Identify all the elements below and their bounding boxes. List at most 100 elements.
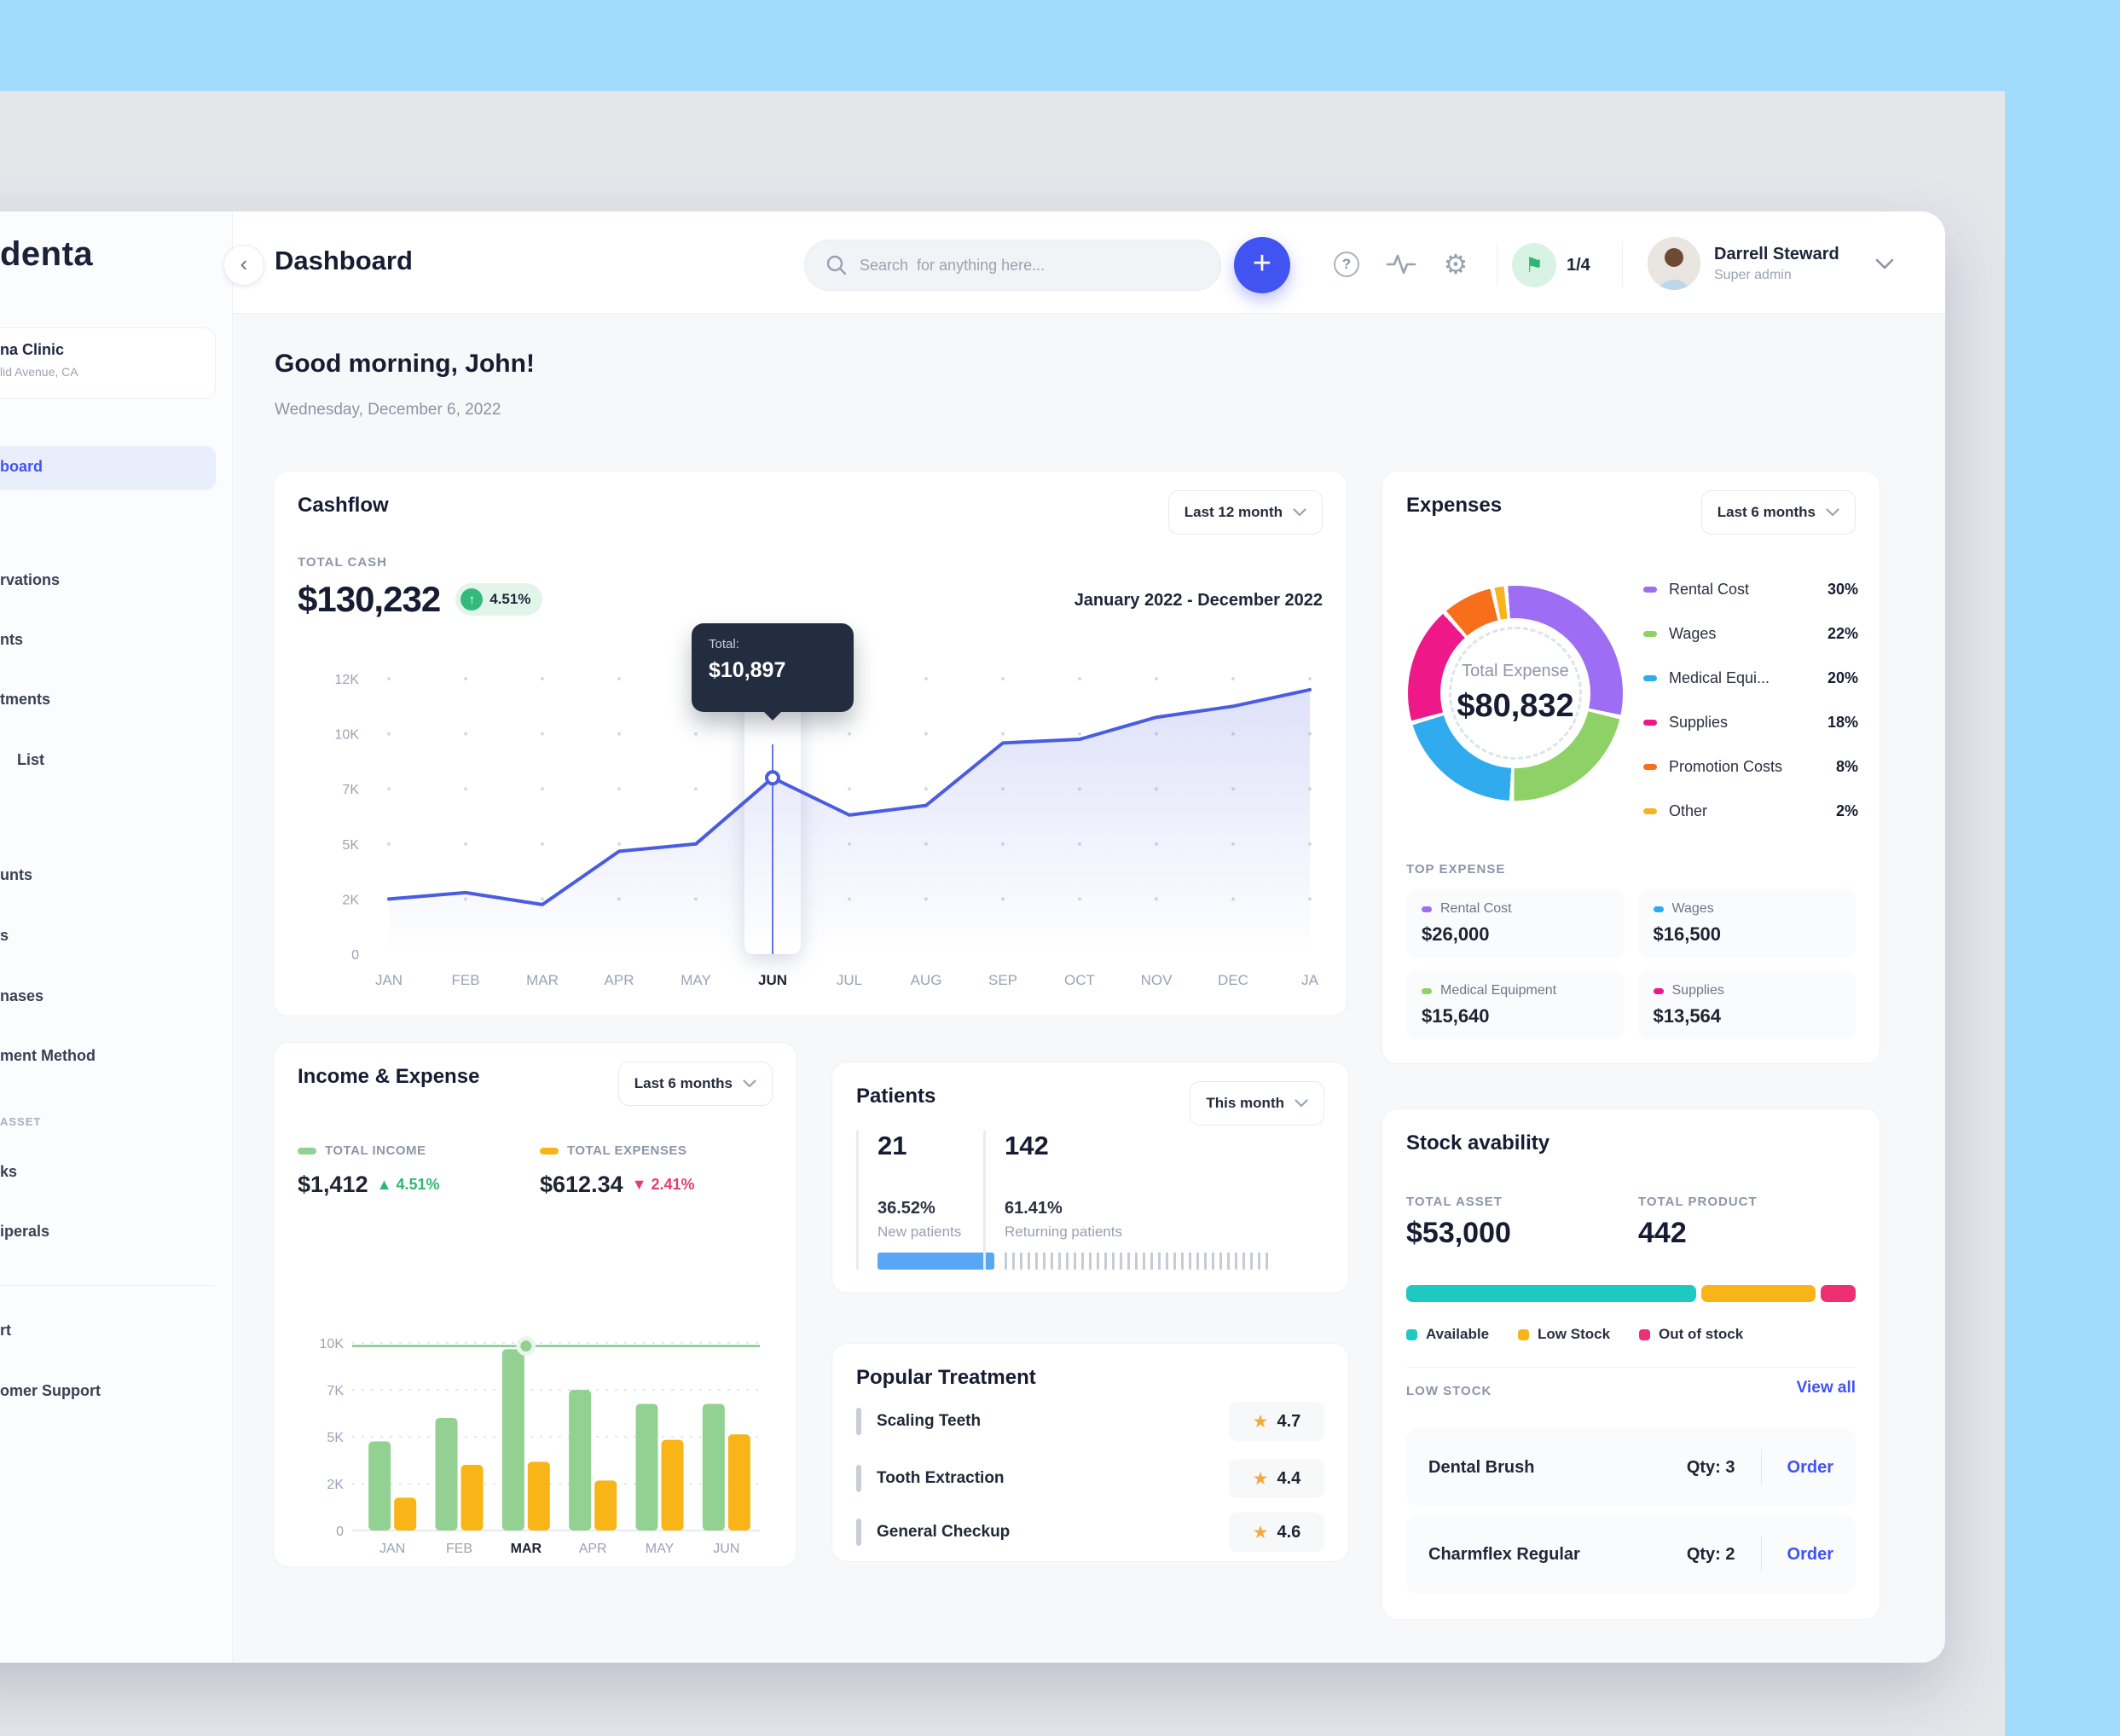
plus-icon: +	[1252, 245, 1272, 281]
row-marker	[856, 1408, 861, 1435]
new-patients-stat: 21 36.52% New patients	[856, 1131, 994, 1270]
sidebar-item-treatments[interactable]: tments	[0, 691, 51, 708]
treatment-row: Scaling Teeth ★ 4.7	[856, 1400, 1324, 1443]
sidebar-item-purchases[interactable]: nases	[0, 987, 44, 1004]
treatment-row: General Checkup ★ 4.6	[856, 1511, 1324, 1554]
chevron-down-icon	[1875, 258, 1894, 269]
pulse-icon	[1386, 252, 1416, 277]
sidebar-item-accounts[interactable]: unts	[0, 866, 32, 883]
svg-text:JAN: JAN	[379, 1542, 405, 1556]
svg-text:5K: 5K	[327, 1431, 344, 1445]
income-period-dropdown[interactable]: Last 6 months	[617, 1062, 773, 1106]
svg-text:MAY: MAY	[646, 1542, 675, 1556]
sidebar-item-peripherals[interactable]: iperals	[0, 1223, 50, 1240]
low-stock-row: Charmflex Regular Qty: 2 Order	[1406, 1515, 1856, 1594]
clinic-selector[interactable]	[0, 327, 216, 399]
order-button[interactable]: Order	[1787, 1457, 1833, 1477]
expense-delta: 2.41%	[651, 1176, 695, 1193]
back-button[interactable]: ‹	[223, 245, 264, 286]
svg-text:10K: 10K	[335, 728, 360, 743]
popular-treatment-card: Popular Treatment Scaling Teeth ★ 4.7 Too…	[831, 1343, 1349, 1562]
sidebar-item-label: board	[0, 458, 43, 475]
product-qty: Qty: 3	[1686, 1457, 1735, 1477]
sidebar-section-asset: ASSET	[0, 1115, 42, 1128]
svg-text:APR: APR	[579, 1542, 607, 1556]
low-stock-row: Dental Brush Qty: 3 Order	[1406, 1428, 1856, 1507]
low-stock-label: LOW STOCK	[1406, 1384, 1492, 1398]
legend-label: Rental Cost	[1669, 580, 1750, 598]
expense-tile: Rental Cost $26,000	[1406, 889, 1625, 958]
patients-period-dropdown[interactable]: This month	[1190, 1081, 1324, 1126]
legend-label: Promotion Costs	[1669, 757, 1783, 775]
legend-label: Available	[1426, 1326, 1490, 1342]
sidebar-item-sales[interactable]: s	[0, 927, 9, 944]
tooltip-value: $10,897	[709, 658, 786, 682]
cashflow-chart: 0 2K 5K 7K 10K 12K JAN FEB MAR APR MAY JUN JUL AUG SEP…	[308, 642, 1331, 1000]
settings-button[interactable]: ⚙	[1440, 249, 1471, 280]
top-expense-tiles: Rental Cost $26,000 Wages $16,500 Medical …	[1406, 889, 1856, 1039]
svg-text:OCT: OCT	[1064, 972, 1095, 988]
sidebar-item-report[interactable]: rt	[0, 1322, 11, 1339]
svg-text:JUN: JUN	[758, 972, 787, 988]
sidebar-item-patients[interactable]: nts	[0, 631, 23, 648]
total-cash-value: $130,232	[298, 579, 441, 619]
order-button[interactable]: Order	[1787, 1544, 1833, 1564]
svg-text:2K: 2K	[342, 893, 359, 907]
row-divider	[1760, 1450, 1762, 1485]
chevron-down-icon	[743, 1079, 756, 1088]
treatment-name: Tooth Extraction	[877, 1469, 1005, 1487]
tile-value: $13,564	[1653, 1005, 1722, 1027]
add-button[interactable]: +	[1234, 237, 1290, 293]
sidebar-item-dashboard[interactable]: board	[0, 446, 216, 490]
expenses-legend: Rental Cost 30% Wages 22% Medical Equi... 2…	[1643, 567, 1858, 833]
total-expense-label: Total Expense	[1462, 662, 1569, 680]
rating-value: 4.6	[1277, 1522, 1301, 1542]
sidebar-item-stocks[interactable]: ks	[0, 1163, 18, 1180]
search-input[interactable]	[860, 256, 1200, 275]
search-bar[interactable]	[804, 240, 1221, 291]
dropdown-value: Last 6 months	[634, 1075, 733, 1091]
sidebar-item-staff-list[interactable]: List	[17, 751, 45, 768]
row-marker	[856, 1465, 861, 1492]
flag-count: 1/4	[1567, 255, 1590, 275]
topbar-divider-2	[1622, 242, 1623, 286]
sidebar-item-payment-method[interactable]: ment Method	[0, 1047, 96, 1064]
legend-pct: 20%	[1827, 668, 1858, 686]
expense-legend: TOTAL EXPENSES $612.34 ▼ 2.41%	[540, 1143, 695, 1198]
svg-text:FEB: FEB	[446, 1542, 472, 1556]
treatment-row: Tooth Extraction ★ 4.4	[856, 1457, 1324, 1500]
help-button[interactable]: ?	[1331, 249, 1362, 280]
svg-text:FEB: FEB	[451, 972, 479, 988]
flag-progress[interactable]: ⚑ 1/4	[1512, 243, 1590, 287]
income-label: TOTAL INCOME	[325, 1143, 426, 1158]
sidebar-item-reservations[interactable]: rvations	[0, 571, 61, 588]
back-icon: ‹	[240, 250, 248, 276]
topbar: ‹ Dashboard + ? ⚙	[223, 211, 1945, 314]
svg-text:JUL: JUL	[837, 972, 862, 988]
patients-card: Patients This month 21 36.52% New patien…	[831, 1062, 1349, 1293]
stock-stacked-bar	[1406, 1285, 1856, 1302]
profile-menu[interactable]: Darrell Steward Super admin	[1648, 237, 1894, 290]
cashflow-period-dropdown[interactable]: Last 12 month	[1167, 490, 1323, 535]
sidebar-divider	[0, 1285, 215, 1286]
view-all-link[interactable]: View all	[1796, 1379, 1856, 1397]
returning-patients-pct: 61.41%	[1005, 1199, 1063, 1218]
activity-button[interactable]	[1386, 249, 1416, 280]
sidebar-item-customer-support[interactable]: omer Support	[0, 1382, 101, 1399]
svg-text:12K: 12K	[335, 673, 360, 687]
legend-swatch	[1643, 719, 1657, 726]
svg-text:SEP: SEP	[988, 972, 1017, 988]
stock-divider	[1406, 1367, 1856, 1368]
total-cash-label: TOTAL CASH	[298, 555, 388, 570]
expenses-period-dropdown[interactable]: Last 6 months	[1700, 490, 1856, 535]
legend-row: Rental Cost 30%	[1643, 567, 1858, 611]
app-window: denta na Clinic lid Avenue, CA board rva…	[0, 211, 1945, 1663]
svg-text:AUG: AUG	[911, 972, 942, 988]
tile-label: Wages	[1671, 901, 1714, 916]
legend-label: Out of stock	[1659, 1326, 1744, 1342]
cashflow-delta: 4.51%	[489, 591, 531, 607]
svg-text:JAN: JAN	[375, 972, 403, 988]
top-expense-label: TOP EXPENSE	[1406, 862, 1506, 877]
income-expense-chart: 0 2K 5K 7K 10K JAN FEB MAR APR MAY JUN	[299, 1235, 777, 1560]
